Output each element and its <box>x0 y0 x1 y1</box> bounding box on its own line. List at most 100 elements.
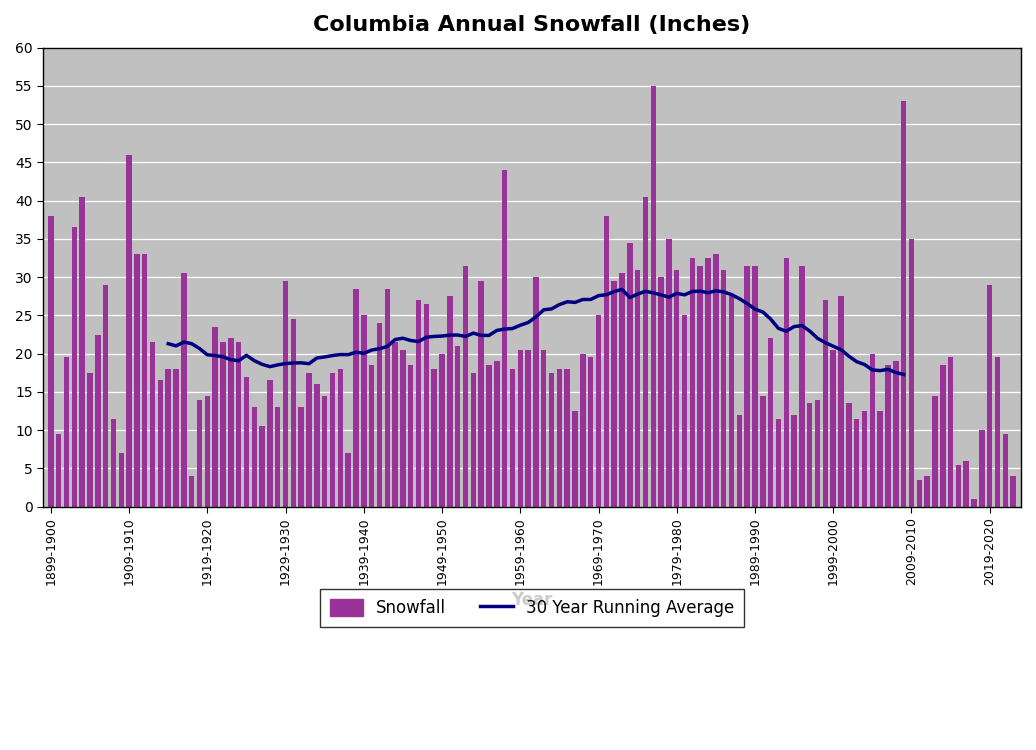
Bar <box>353 289 358 507</box>
Bar <box>745 266 750 507</box>
Bar <box>815 400 821 507</box>
Bar <box>955 464 961 507</box>
Bar <box>768 338 774 507</box>
Bar <box>267 380 272 507</box>
Bar <box>393 342 398 507</box>
Bar <box>909 239 914 507</box>
Bar <box>760 396 766 507</box>
Bar <box>776 419 781 507</box>
Bar <box>565 369 570 507</box>
Bar <box>103 285 109 507</box>
Bar <box>940 365 946 507</box>
Bar <box>737 415 742 507</box>
Bar <box>448 296 453 507</box>
Bar <box>642 196 649 507</box>
Bar <box>400 350 406 507</box>
Bar <box>823 300 828 507</box>
Bar <box>243 376 250 507</box>
Bar <box>486 365 492 507</box>
Bar <box>987 285 992 507</box>
Bar <box>157 380 163 507</box>
Bar <box>322 396 327 507</box>
Bar <box>283 281 288 507</box>
Bar <box>728 296 735 507</box>
Bar <box>314 384 320 507</box>
Bar <box>854 419 860 507</box>
Bar <box>917 480 922 507</box>
Bar <box>494 362 499 507</box>
Bar <box>807 404 812 507</box>
Bar <box>48 216 54 507</box>
Bar <box>682 316 687 507</box>
Bar <box>706 258 711 507</box>
Bar <box>525 350 530 507</box>
Bar <box>439 354 444 507</box>
Bar <box>71 227 77 507</box>
Bar <box>150 342 155 507</box>
Bar <box>963 460 969 507</box>
Bar <box>408 365 413 507</box>
Bar <box>1010 476 1016 507</box>
Bar <box>80 196 85 507</box>
Bar <box>197 400 202 507</box>
Bar <box>118 453 124 507</box>
Bar <box>501 170 508 507</box>
Bar <box>518 350 523 507</box>
Bar <box>658 278 664 507</box>
Bar <box>479 281 484 507</box>
Bar <box>1003 434 1008 507</box>
Bar <box>799 266 805 507</box>
Bar <box>901 101 906 507</box>
Bar <box>580 354 585 507</box>
Bar <box>510 369 515 507</box>
Bar <box>111 419 116 507</box>
Bar <box>275 407 281 507</box>
Bar <box>651 86 656 507</box>
Bar <box>259 426 265 507</box>
Bar <box>228 338 233 507</box>
Bar <box>212 327 218 507</box>
Bar <box>236 342 241 507</box>
Bar <box>588 358 594 507</box>
Bar <box>869 354 875 507</box>
Bar <box>463 266 468 507</box>
Bar <box>596 316 601 507</box>
Bar <box>307 373 312 507</box>
Bar <box>831 350 836 507</box>
Bar <box>556 369 563 507</box>
Bar <box>604 216 609 507</box>
Bar <box>181 273 186 507</box>
Bar <box>431 369 437 507</box>
Bar <box>572 411 578 507</box>
Bar <box>838 296 843 507</box>
Bar <box>362 316 367 507</box>
Bar <box>924 476 930 507</box>
Bar <box>995 358 1001 507</box>
Bar <box>979 430 984 507</box>
Bar <box>95 334 100 507</box>
Bar <box>932 396 938 507</box>
Bar <box>384 289 390 507</box>
Bar <box>64 358 69 507</box>
Title: Columbia Annual Snowfall (Inches): Columbia Annual Snowfall (Inches) <box>314 15 751 35</box>
Bar <box>674 269 680 507</box>
Bar <box>862 411 867 507</box>
Bar <box>126 154 132 507</box>
Bar <box>369 365 374 507</box>
Bar <box>541 350 547 507</box>
Bar <box>189 476 195 507</box>
Bar <box>783 258 789 507</box>
Bar <box>611 281 616 507</box>
Bar <box>338 369 343 507</box>
Bar <box>204 396 210 507</box>
Bar <box>221 342 226 507</box>
Bar <box>534 278 539 507</box>
Bar <box>142 254 147 507</box>
Bar <box>87 373 92 507</box>
Bar <box>948 358 953 507</box>
Bar <box>846 404 852 507</box>
Bar <box>893 362 898 507</box>
Bar <box>885 365 891 507</box>
Bar <box>470 373 477 507</box>
Bar <box>298 407 304 507</box>
